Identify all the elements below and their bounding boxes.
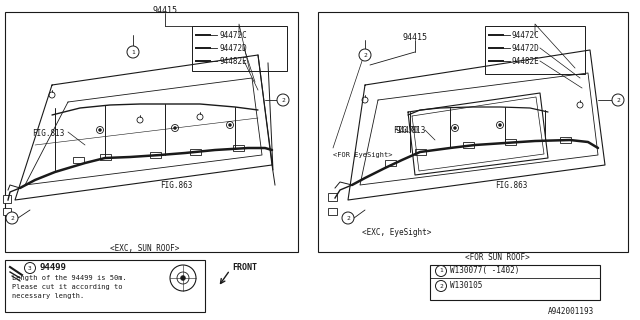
- Text: Please cut it according to: Please cut it according to: [12, 284, 122, 290]
- Bar: [192, 26, 287, 71]
- Text: 94472C: 94472C: [219, 30, 247, 39]
- Text: FIG.813: FIG.813: [32, 129, 65, 138]
- Text: Length of the 94499 is 50m.: Length of the 94499 is 50m.: [12, 275, 127, 281]
- Bar: [505, 139, 516, 145]
- Text: W130105: W130105: [450, 282, 483, 291]
- Text: 2: 2: [439, 284, 443, 289]
- Bar: [385, 160, 396, 166]
- Text: 2: 2: [616, 98, 620, 102]
- Bar: [318, 12, 628, 252]
- Text: A942001193: A942001193: [548, 308, 595, 316]
- Circle shape: [435, 266, 447, 276]
- Text: FRONT: FRONT: [232, 263, 257, 273]
- Text: <EXC, EyeSight>: <EXC, EyeSight>: [362, 228, 431, 236]
- Circle shape: [342, 212, 354, 224]
- Bar: [233, 145, 244, 151]
- Text: <FOR SUN ROOF>: <FOR SUN ROOF>: [465, 252, 530, 261]
- Text: 3: 3: [28, 266, 32, 270]
- Text: 2: 2: [10, 215, 14, 220]
- Bar: [463, 142, 474, 148]
- Text: 94415: 94415: [403, 33, 428, 42]
- Text: FIG.863: FIG.863: [160, 180, 193, 189]
- Bar: [328, 208, 337, 215]
- Text: 1: 1: [131, 50, 135, 54]
- Text: 94472C: 94472C: [512, 30, 540, 39]
- Text: FIG.813: FIG.813: [393, 125, 426, 134]
- Circle shape: [435, 281, 447, 292]
- Bar: [5, 260, 205, 312]
- Circle shape: [127, 46, 139, 58]
- Bar: [560, 137, 571, 143]
- Text: 94482E: 94482E: [512, 57, 540, 66]
- Circle shape: [277, 94, 289, 106]
- Bar: [3, 195, 11, 203]
- Bar: [485, 26, 585, 74]
- Bar: [3, 208, 11, 215]
- Text: 2: 2: [363, 52, 367, 58]
- Circle shape: [612, 94, 624, 106]
- Text: 2: 2: [346, 215, 350, 220]
- Bar: [415, 149, 426, 155]
- Circle shape: [228, 124, 232, 126]
- Bar: [190, 149, 201, 155]
- Circle shape: [499, 124, 502, 126]
- Text: 94482E: 94482E: [219, 57, 247, 66]
- Circle shape: [180, 276, 186, 281]
- Text: <FOR EyeSight>: <FOR EyeSight>: [333, 152, 392, 158]
- Circle shape: [173, 126, 177, 130]
- Text: 94472D: 94472D: [512, 44, 540, 52]
- Text: 94415: 94415: [152, 5, 177, 14]
- Bar: [73, 157, 84, 163]
- Text: 94470: 94470: [395, 125, 418, 134]
- Bar: [430, 265, 600, 300]
- Text: 1: 1: [439, 268, 443, 274]
- Bar: [100, 154, 111, 160]
- Text: W130077( -1402): W130077( -1402): [450, 267, 520, 276]
- Text: necessary length.: necessary length.: [12, 293, 84, 299]
- Bar: [328, 193, 337, 201]
- Bar: [150, 152, 161, 158]
- Text: <EXC, SUN ROOF>: <EXC, SUN ROOF>: [110, 244, 180, 252]
- Text: 94499: 94499: [39, 263, 66, 273]
- Bar: [5, 12, 298, 252]
- Circle shape: [454, 126, 456, 130]
- Circle shape: [6, 212, 18, 224]
- Circle shape: [99, 129, 102, 132]
- Text: FIG.863: FIG.863: [495, 180, 527, 189]
- Circle shape: [359, 49, 371, 61]
- Circle shape: [24, 262, 35, 274]
- Text: 94472D: 94472D: [219, 44, 247, 52]
- Text: 2: 2: [281, 98, 285, 102]
